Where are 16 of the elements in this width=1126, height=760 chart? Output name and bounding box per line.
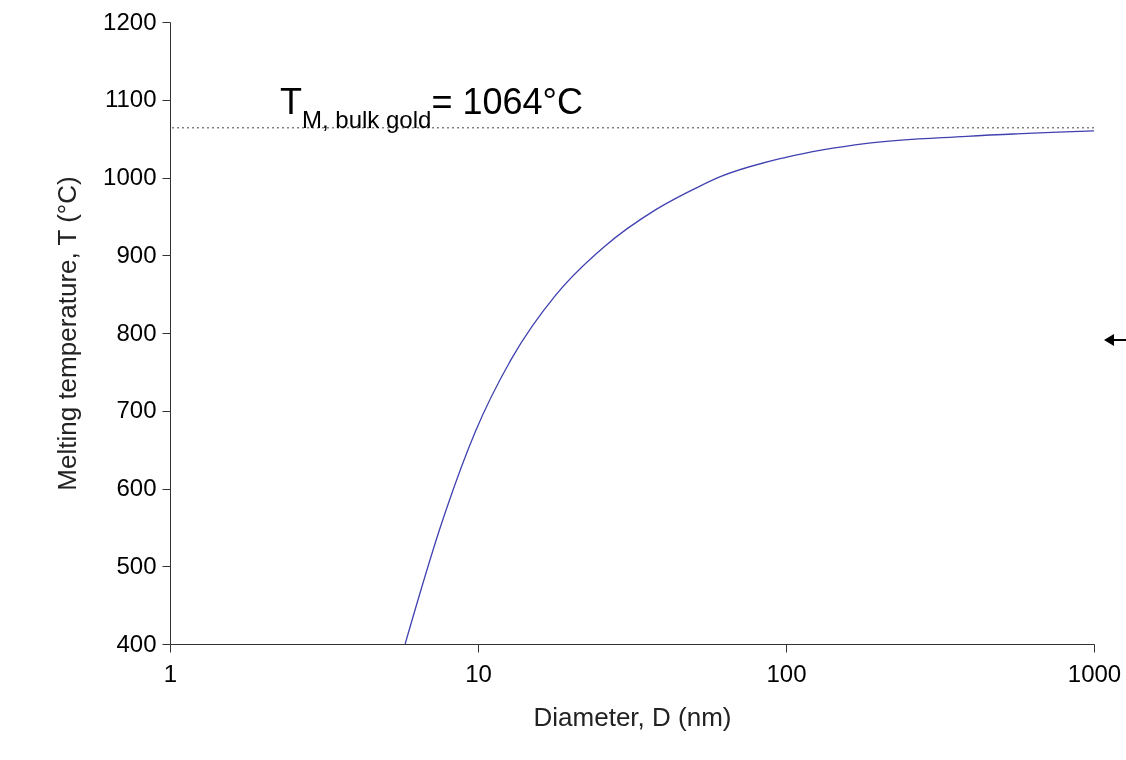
y-tick-label: 700 [116,396,157,424]
y-tick-label: 1200 [103,7,157,35]
y-tick-label: 800 [116,318,157,346]
y-tick-label: 1000 [103,163,157,190]
x-tick-label: 1 [163,659,178,687]
y-tick-label: 600 [116,474,157,501]
y-tick-label: 400 [116,629,157,657]
x-axis-title: Diameter, D (nm) [533,701,732,732]
y-tick-label: 1100 [104,85,157,113]
ref-line-label: T$_{M, bulk gold}$= 1064°C [280,80,583,133]
x-tick-label: 100 [766,659,807,687]
x-tick-label: 1000 [1067,659,1122,687]
y-tick-label: 900 [116,240,157,268]
y-axis-title: Melting temperature, T (°C) [52,176,83,491]
x-tick-label: 10 [465,659,492,687]
y-tick-label: 500 [116,551,157,579]
